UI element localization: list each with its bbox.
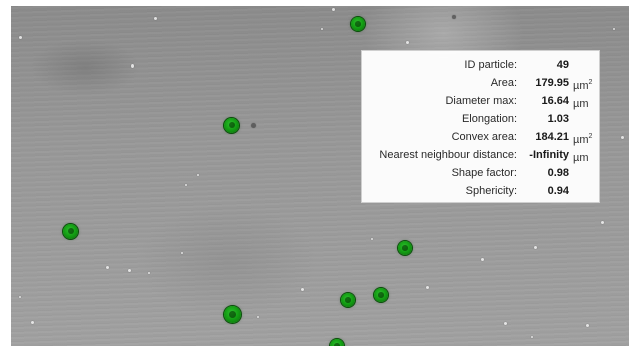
dust-speck (426, 286, 429, 289)
info-unit: µm2 (573, 79, 593, 92)
particle-marker[interactable] (341, 293, 355, 307)
dust-speck (106, 266, 109, 269)
info-value: 184.21 (535, 131, 569, 143)
particle-marker[interactable] (224, 306, 241, 323)
info-value: 49 (556, 59, 569, 71)
particle-marker[interactable] (398, 241, 412, 255)
info-row-sphericity: Sphericity: 0.94 (362, 182, 599, 200)
dust-speck (181, 252, 183, 254)
info-label: Area: (490, 77, 517, 89)
dust-speck (371, 238, 373, 240)
info-label: Elongation: (461, 113, 517, 125)
info-unit: µm (573, 98, 589, 110)
dust-speck (321, 28, 323, 30)
particle-marker[interactable] (374, 288, 388, 302)
dust-speck (504, 322, 507, 325)
dust-speck (19, 296, 21, 298)
info-label: Shape factor: (451, 167, 517, 179)
info-label: Convex area: (451, 131, 517, 143)
dust-speck (452, 15, 456, 19)
info-row-shape-factor: Shape factor: 0.98 (362, 164, 599, 182)
info-unit: µm2 (573, 133, 593, 146)
particle-marker[interactable] (330, 339, 344, 346)
info-label: Nearest neighbour distance: (379, 149, 517, 161)
dust-speck (332, 8, 335, 11)
dust-speck (185, 184, 187, 186)
info-value: 0.98 (547, 167, 569, 179)
dust-speck (621, 136, 624, 139)
particle-marker[interactable] (351, 17, 365, 31)
info-value: -Infinity (529, 149, 569, 161)
dust-speck (257, 316, 259, 318)
dust-speck (131, 64, 134, 68)
dust-speck (601, 221, 604, 224)
particle-marker[interactable] (224, 118, 239, 133)
dust-speck (301, 288, 304, 291)
info-row-convex-area: Convex area: 184.21 µm2 (362, 128, 599, 146)
info-value: 1.03 (547, 113, 569, 125)
info-unit: µm (573, 152, 589, 164)
info-label: Diameter max: (445, 95, 517, 107)
dust-speck (251, 123, 256, 128)
info-label: ID particle: (464, 59, 517, 71)
particle-marker[interactable] (63, 224, 78, 239)
info-value: 179.95 (535, 77, 569, 89)
dust-speck (197, 174, 199, 176)
dust-speck (31, 321, 34, 324)
info-label: Sphericity: (465, 185, 517, 197)
info-row-elongation: Elongation: 1.03 (362, 110, 599, 128)
dust-speck (406, 41, 409, 44)
info-row-nearest-neighbour: Nearest neighbour distance: -Infinity µm (362, 146, 599, 164)
dust-speck (534, 246, 537, 249)
info-row-id: ID particle: 49 (362, 56, 599, 74)
dust-speck (128, 269, 131, 272)
dust-speck (154, 17, 157, 20)
dust-speck (586, 324, 589, 327)
info-row-area: Area: 179.95 µm2 (362, 74, 599, 92)
dust-speck (481, 258, 484, 261)
dust-speck (613, 28, 615, 30)
info-row-diameter-max: Diameter max: 16.64 µm (362, 92, 599, 110)
info-value: 0.94 (547, 185, 569, 197)
dust-speck (19, 36, 22, 39)
dust-speck (531, 336, 533, 338)
dust-speck (148, 272, 150, 274)
particle-info-panel: ID particle: 49 Area: 179.95 µm2 Diamete… (361, 50, 600, 203)
info-value: 16.64 (541, 95, 569, 107)
